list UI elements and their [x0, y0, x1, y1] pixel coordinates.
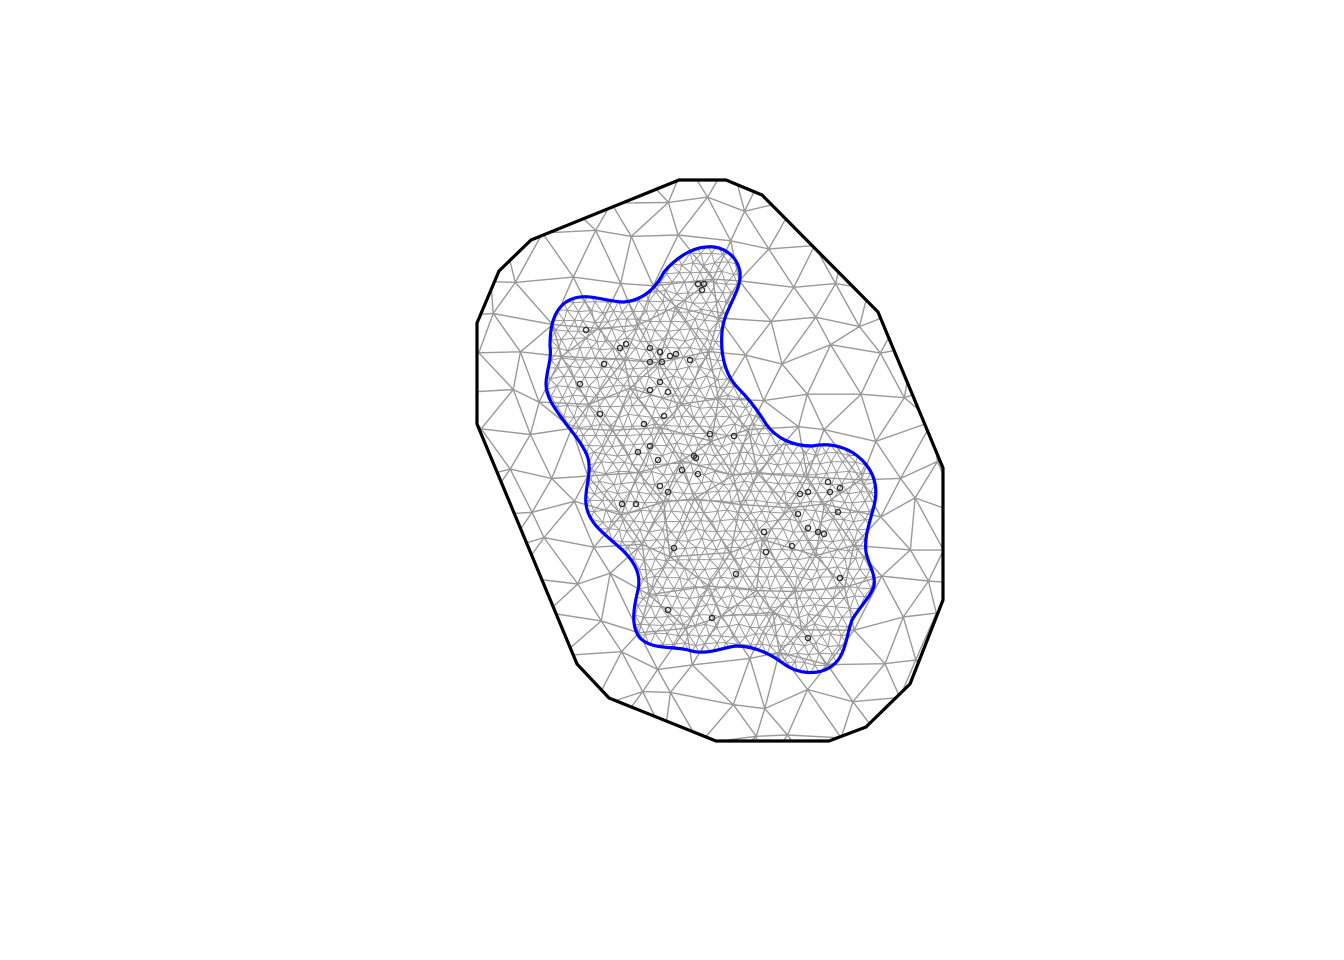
observation-point [646, 386, 654, 394]
observation-point [664, 488, 672, 496]
observation-point [836, 484, 844, 492]
observation-point [700, 280, 708, 288]
observation-point [788, 542, 796, 550]
observation-point [664, 606, 672, 614]
observation-point [820, 530, 828, 538]
observation-point [672, 350, 680, 358]
mesh-edges [477, 180, 943, 741]
observation-point [814, 528, 822, 536]
observation-point [762, 548, 770, 556]
observation-point [582, 326, 590, 334]
observation-point [666, 352, 674, 360]
observation-point [622, 340, 630, 348]
observation-point [656, 378, 664, 386]
observation-point [618, 500, 626, 508]
observation-point [732, 570, 740, 578]
observation-point [632, 500, 640, 508]
observation-point [616, 344, 624, 352]
observation-point [646, 358, 654, 366]
observation-point [730, 432, 738, 440]
observation-point [692, 454, 700, 462]
observation-point [794, 510, 802, 518]
observation-point [678, 466, 686, 474]
observation-point [796, 490, 804, 498]
observation-point [698, 286, 706, 294]
observation-point [646, 344, 654, 352]
inner-boundary-curve [544, 245, 878, 675]
observation-point [576, 380, 584, 388]
observation-point [634, 448, 642, 456]
observation-point [646, 442, 654, 450]
observation-point [660, 412, 668, 420]
observation-point [654, 456, 662, 464]
observation-point [640, 420, 648, 428]
observation-point [708, 614, 716, 622]
observation-point [836, 574, 844, 582]
observation-point [804, 488, 812, 496]
observation-point [656, 482, 664, 490]
observation-point [834, 508, 842, 516]
observation-point [670, 544, 678, 552]
observation-point [706, 430, 714, 438]
observation-points [576, 280, 844, 642]
observation-point [824, 478, 832, 486]
observation-point [694, 280, 702, 288]
observation-point [694, 470, 702, 478]
observation-point [658, 358, 666, 366]
observation-point [804, 634, 812, 642]
observation-point [664, 388, 672, 396]
observation-point [656, 348, 664, 356]
outer-mesh-edges [477, 180, 943, 741]
observation-point [804, 524, 812, 532]
observation-point [760, 528, 768, 536]
outer-boundary-polygon [475, 178, 945, 743]
observation-point [600, 360, 608, 368]
observation-point [826, 488, 834, 496]
observation-point [686, 356, 694, 364]
observation-point [596, 410, 604, 418]
